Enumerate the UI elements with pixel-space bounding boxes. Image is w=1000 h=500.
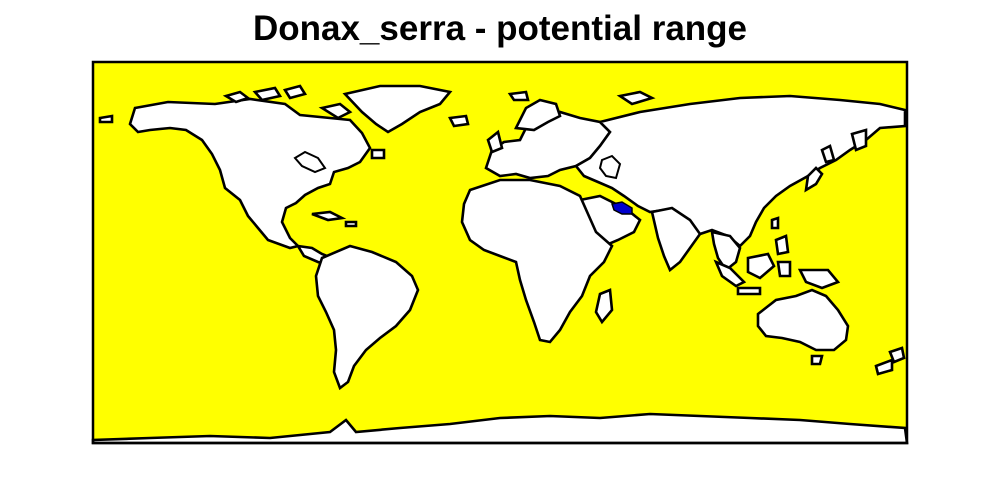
iceland [448,114,470,128]
caribbean-island [344,220,358,228]
japan [804,166,824,193]
java [736,286,762,296]
sakhalin [820,144,836,164]
novaya-zemlya [616,90,656,106]
new-zealand-south [874,358,894,376]
map-frame [91,60,909,445]
antarctica [91,412,909,445]
caspian-sea [598,154,622,180]
australia [756,288,850,352]
india [650,206,702,273]
scandinavia [514,98,562,132]
tasmania [810,354,824,366]
borneo [746,252,776,280]
cuba-island [311,210,347,222]
indochina [710,230,742,272]
hudson-bay [293,150,327,174]
south-america [314,244,420,391]
arctic-island-2 [252,86,283,102]
africa [460,178,614,344]
arctic-island-3 [282,84,308,100]
british-isles [486,129,504,154]
new-guinea [797,268,841,290]
baffin-island [318,102,353,120]
svalbard [507,90,530,102]
sulawesi [776,260,792,278]
north-america [128,97,372,250]
asia [574,94,907,248]
sumatra [713,259,747,288]
arctic-island-1 [222,90,251,104]
madagascar [594,288,614,325]
philippines [774,234,790,256]
persian-gulf-highlight [611,201,633,215]
greenland [342,84,453,134]
map-title: Donax_serra - potential range [252,9,748,48]
newfoundland [370,148,386,160]
taiwan [770,216,780,230]
kamchatka [850,128,868,152]
arctic-island-4 [98,114,114,124]
